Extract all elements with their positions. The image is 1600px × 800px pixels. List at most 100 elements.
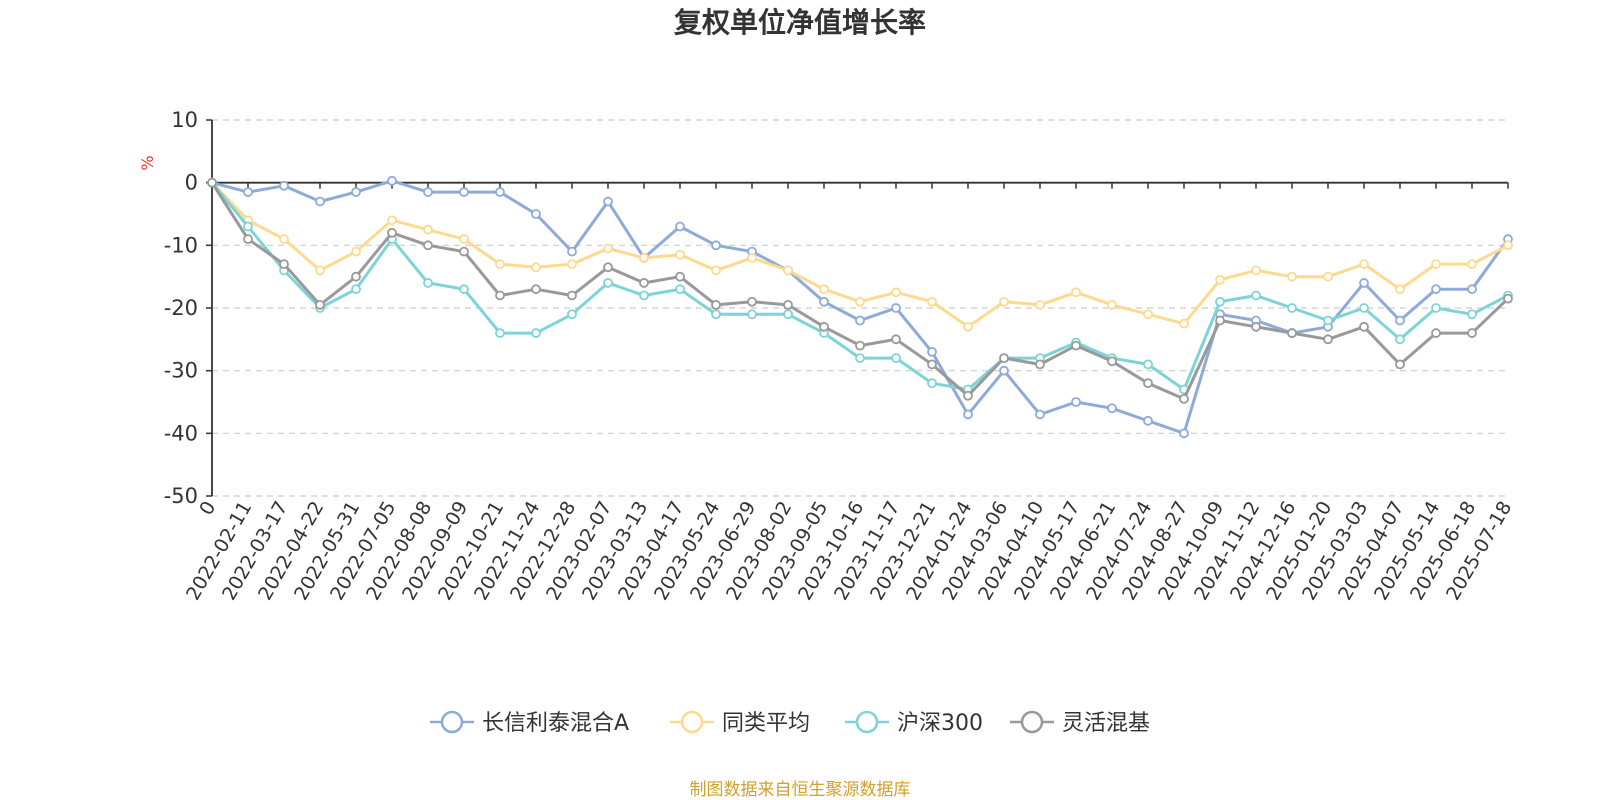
series-flexible [207, 177, 1513, 404]
data-source-note: 制图数据来自恒生聚源数据库 [690, 780, 911, 800]
data-point [747, 296, 757, 307]
data-point [1035, 359, 1045, 370]
data-point [1071, 397, 1081, 407]
data-point [243, 221, 253, 232]
data-point [1215, 296, 1225, 307]
data-point [1431, 328, 1441, 338]
data-point [531, 209, 541, 219]
data-point [495, 328, 505, 338]
data-point [387, 227, 397, 238]
data-point [999, 365, 1009, 376]
data-point [855, 353, 865, 364]
legend-item-flexible[interactable]: 灵活混基 [1010, 710, 1150, 736]
data-point [315, 265, 325, 276]
data-point [1287, 328, 1297, 338]
data-point [1215, 274, 1225, 285]
data-point [639, 290, 649, 301]
data-point [603, 243, 613, 254]
data-point [1143, 378, 1153, 389]
data-point [603, 262, 613, 273]
data-point [1143, 359, 1153, 370]
data-point [1359, 259, 1369, 270]
data-point [603, 196, 613, 207]
series-hs300 [207, 177, 1513, 395]
legend-item-fund[interactable]: 长信利泰混合A [430, 710, 629, 736]
data-point [423, 224, 433, 235]
y-tick-label: -40 [164, 421, 198, 445]
data-point [351, 187, 361, 197]
data-point [675, 271, 685, 282]
legend-label: 同类平均 [722, 711, 810, 736]
data-point [1467, 309, 1477, 320]
data-point [675, 249, 685, 260]
data-point [1395, 284, 1405, 295]
data-point [351, 246, 361, 257]
data-point [1215, 315, 1225, 326]
data-point [243, 234, 253, 244]
data-point [711, 309, 721, 320]
data-point [855, 296, 865, 307]
data-point [1323, 271, 1333, 282]
data-point [1431, 303, 1441, 313]
data-point [1035, 409, 1045, 420]
data-point [1431, 259, 1441, 270]
data-point [567, 259, 577, 270]
data-point [243, 187, 253, 197]
data-point [1251, 290, 1261, 301]
data-point [999, 353, 1009, 364]
data-point [819, 284, 829, 295]
data-point [1107, 356, 1117, 367]
data-point [1071, 287, 1081, 298]
data-point [1179, 393, 1189, 404]
legend-swatch-marker [680, 710, 704, 734]
data-point [1143, 415, 1153, 426]
data-point [639, 278, 649, 288]
data-point [279, 259, 289, 270]
data-point [1323, 315, 1333, 326]
data-point [1251, 321, 1261, 332]
data-point [891, 303, 901, 313]
data-point [567, 290, 577, 301]
data-point [639, 252, 649, 263]
data-point [927, 359, 937, 370]
data-point [927, 346, 937, 357]
data-point [423, 278, 433, 288]
data-point [855, 315, 865, 326]
series-line [210, 181, 1510, 401]
data-point [927, 378, 937, 389]
data-point [279, 234, 289, 244]
data-point [711, 299, 721, 310]
grid-lines [212, 119, 1508, 497]
data-point [1467, 328, 1477, 338]
data-point [423, 240, 433, 251]
data-point [711, 265, 721, 276]
data-point [1287, 271, 1297, 282]
data-point [351, 284, 361, 295]
legend-item-peer[interactable]: 同类平均 [670, 710, 810, 736]
data-point [1395, 315, 1405, 326]
data-point [891, 287, 901, 298]
data-point [855, 340, 865, 351]
legend[interactable]: 长信利泰混合A 同类平均 沪深300 灵活混基 [430, 710, 1150, 736]
data-point [1035, 299, 1045, 310]
data-point [1143, 309, 1153, 320]
data-point [711, 240, 721, 251]
data-point [459, 187, 469, 197]
series-lines [207, 175, 1513, 439]
legend-item-hs300[interactable]: 沪深300 [845, 710, 983, 736]
y-tick-label: -50 [164, 484, 198, 508]
data-point [1395, 334, 1405, 345]
data-point [459, 246, 469, 257]
data-point [1467, 284, 1477, 295]
data-point [1179, 318, 1189, 329]
data-point [531, 284, 541, 295]
x-axis-tick-labels: 02022-02-112022-03-172022-04-222022-05-3… [182, 498, 1516, 605]
legend-swatch-marker [1020, 710, 1044, 734]
data-point [675, 284, 685, 295]
data-point [819, 296, 829, 307]
legend-label: 沪深300 [897, 711, 983, 736]
data-point [747, 252, 757, 263]
data-point [1107, 403, 1117, 414]
data-point [1503, 293, 1513, 304]
legend-swatch-marker [440, 710, 464, 734]
